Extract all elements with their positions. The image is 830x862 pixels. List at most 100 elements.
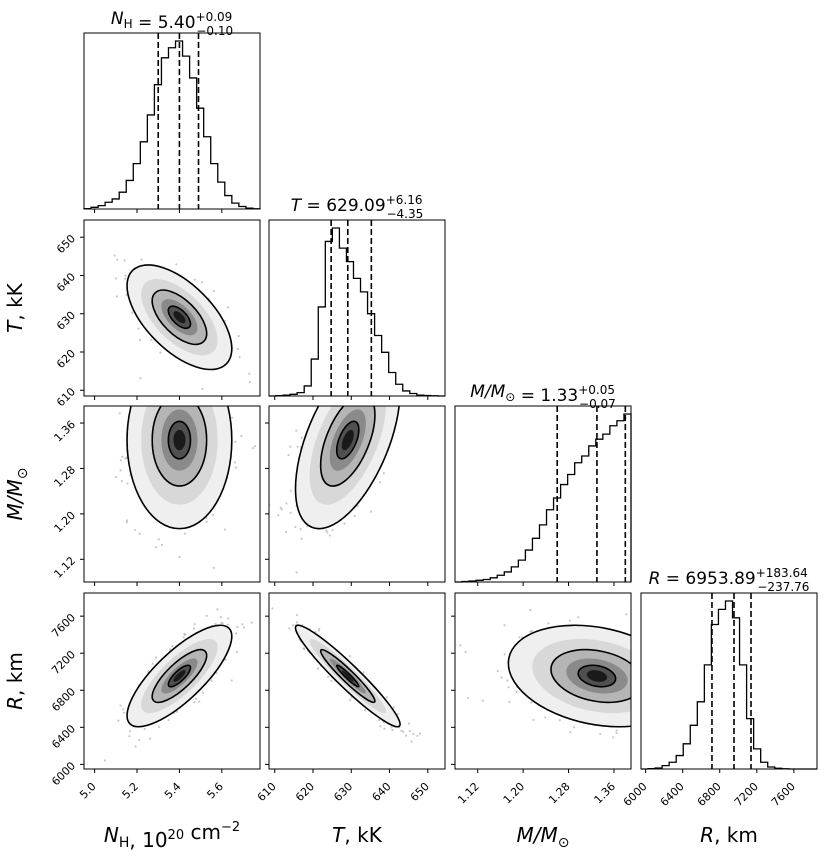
scatter-point — [391, 728, 394, 732]
scatter-point — [365, 387, 367, 389]
panel-frame — [83, 219, 261, 397]
scatter-point — [326, 397, 328, 399]
scatter-point — [193, 278, 196, 281]
scatter-point — [532, 718, 535, 722]
scatter-point — [210, 679, 213, 682]
scatter-point — [496, 669, 499, 673]
scatter-point — [123, 259, 126, 262]
scatter-point — [353, 514, 356, 518]
scatter-point — [651, 677, 653, 679]
scatter-point — [193, 380, 195, 382]
scatter-point — [152, 353, 154, 355]
scatter-point — [152, 404, 154, 406]
scatter-point — [288, 627, 291, 630]
scatter-point — [197, 376, 199, 378]
scatter-point — [325, 529, 328, 532]
scatter-point — [365, 362, 367, 364]
scatter-point — [644, 677, 646, 679]
scatter-point — [660, 702, 662, 704]
scatter-point — [234, 632, 238, 635]
scatter-point — [380, 391, 382, 393]
y-tick-label: 1.12 — [52, 554, 79, 581]
scatter-point — [182, 390, 184, 392]
scatter-point — [388, 380, 390, 382]
scatter-point — [153, 380, 155, 382]
scatter-point — [363, 379, 365, 381]
scatter-point — [178, 555, 181, 559]
scatter-point — [118, 391, 120, 393]
scatter-point — [408, 729, 411, 733]
x-tick-label: 6400 — [658, 780, 687, 809]
y-tick-label: 1.20 — [52, 509, 79, 536]
scatter-point — [227, 617, 230, 620]
scatter-point — [183, 385, 185, 387]
scatter-point — [641, 692, 643, 694]
x-tick-label: 650 — [408, 780, 432, 804]
scatter-point — [167, 718, 170, 722]
histogram-step — [455, 413, 632, 583]
scatter-point — [358, 387, 360, 389]
scatter-point — [212, 566, 215, 569]
scatter-point — [647, 643, 649, 645]
x-tick-label: 620 — [293, 780, 317, 804]
scatter-point — [117, 719, 120, 722]
scatter-point — [330, 679, 333, 683]
scatter-point — [201, 691, 205, 694]
scatter-point — [214, 377, 216, 379]
scatter-point — [233, 354, 235, 356]
scatter-point — [652, 669, 654, 671]
scatter-point — [416, 734, 419, 737]
density-cell — [341, 429, 354, 451]
panel-2d-R-vs-T: 610 620 630 640 650 — [255, 592, 446, 804]
scatter-point — [361, 402, 363, 404]
scatter-point — [656, 692, 658, 694]
scatter-point — [200, 281, 204, 284]
scatter-point — [390, 726, 393, 729]
scatter-point — [280, 508, 283, 511]
scatter-point — [332, 376, 334, 378]
histogram-step — [269, 227, 445, 397]
scatter-point — [403, 377, 405, 379]
panel-2d-R-vs-M: 1.12 1.20 1.28 1.36 — [451, 592, 698, 807]
scatter-point — [300, 537, 303, 540]
scatter-point — [133, 369, 135, 371]
scatter-point — [175, 263, 178, 266]
scatter-point — [138, 738, 141, 742]
scatter-point — [615, 729, 618, 732]
scatter-point — [466, 696, 470, 700]
contour-line — [167, 664, 192, 688]
scatter-point — [676, 713, 678, 715]
scatter-point — [381, 372, 383, 374]
scatter-point — [160, 543, 164, 547]
scatter-point — [638, 671, 640, 673]
scatter-point — [693, 692, 695, 694]
contour-line — [550, 648, 631, 704]
scatter-point — [294, 525, 297, 529]
x-tick-label: 5.6 — [204, 780, 226, 802]
scatter-point — [161, 372, 163, 374]
scatter-point — [396, 713, 399, 716]
scatter-point — [241, 623, 244, 626]
scatter-point — [647, 656, 649, 658]
scatter-point — [685, 676, 687, 678]
scatter-point — [122, 708, 125, 711]
scatter-point — [234, 466, 238, 469]
scatter-point — [599, 732, 602, 735]
contour-line — [151, 406, 208, 487]
scatter-point — [632, 711, 634, 713]
scatter-point — [696, 697, 698, 699]
scatter-point — [251, 447, 254, 450]
scatter-point — [348, 655, 352, 658]
scatter-point — [668, 693, 670, 695]
scatter-point — [383, 727, 386, 730]
x-tick-label: 1.12 — [455, 780, 482, 807]
scatter-point — [115, 475, 118, 479]
scatter-point — [198, 700, 201, 703]
y-tick-label: 650 — [54, 232, 78, 256]
scatter-point — [235, 650, 239, 653]
scatter-point — [165, 403, 167, 405]
scatter-point — [194, 398, 196, 400]
scatter-point — [326, 531, 329, 534]
scatter-point — [645, 743, 647, 745]
scatter-point — [186, 379, 188, 381]
